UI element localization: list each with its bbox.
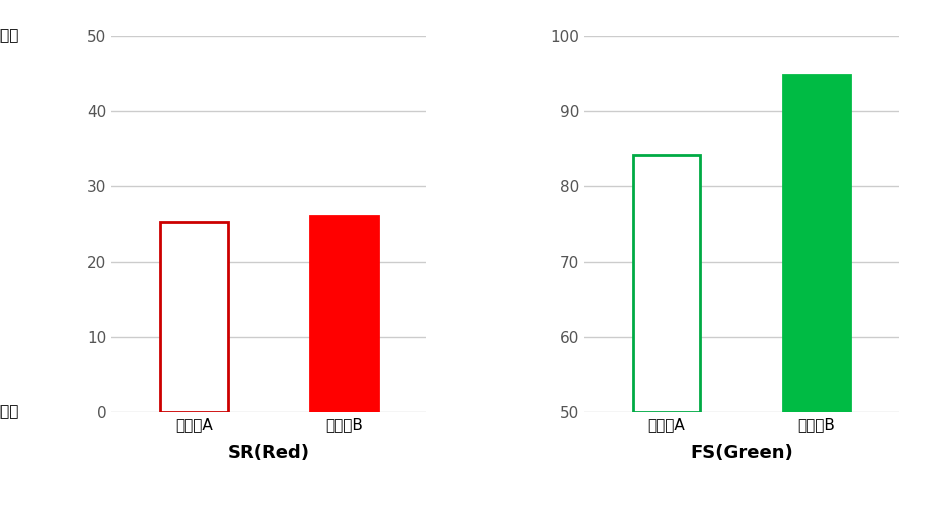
X-axis label: SR(Red): SR(Red) bbox=[228, 443, 310, 461]
Bar bbox=[160, 222, 227, 412]
Bar bbox=[311, 216, 377, 412]
Bar bbox=[783, 75, 850, 412]
Text: 変化大: 変化大 bbox=[0, 28, 19, 44]
Bar bbox=[633, 155, 700, 412]
Text: 変化小: 変化小 bbox=[0, 404, 19, 420]
X-axis label: FS(Green): FS(Green) bbox=[691, 443, 793, 461]
